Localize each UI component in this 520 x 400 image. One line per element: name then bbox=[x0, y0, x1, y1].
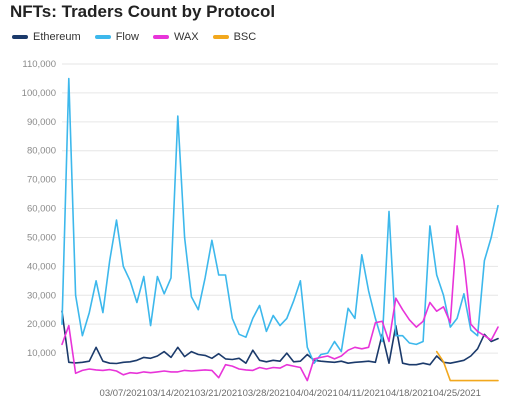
series-line-wax bbox=[61, 225, 499, 382]
legend-label: Ethereum bbox=[33, 31, 81, 43]
legend-item-wax[interactable]: WAX bbox=[152, 31, 199, 43]
legend-swatch bbox=[12, 35, 28, 39]
legend-label: Flow bbox=[115, 31, 139, 43]
x-tick-label: 03/21/2021 bbox=[195, 388, 243, 399]
y-tick-label: 100,000 bbox=[22, 88, 56, 99]
x-tick-label: 04/11/2021 bbox=[338, 388, 385, 399]
series-line-flow bbox=[61, 77, 499, 364]
chart-title: NFTs: Traders Count by Protocol bbox=[10, 2, 276, 21]
legend-item-bsc[interactable]: BSC bbox=[212, 31, 257, 43]
x-tick-label: 04/18/2021 bbox=[386, 388, 434, 399]
legend-swatch bbox=[94, 35, 111, 39]
y-tick-label: 60,000 bbox=[27, 204, 56, 215]
series-line-ethereum bbox=[61, 310, 499, 366]
legend-swatch bbox=[152, 35, 169, 39]
legend-item-flow[interactable]: Flow bbox=[94, 31, 139, 43]
legend-label: WAX bbox=[173, 31, 199, 43]
y-tick-label: 50,000 bbox=[27, 232, 56, 243]
y-tick-label: 90,000 bbox=[27, 117, 56, 128]
y-tick-label: 40,000 bbox=[27, 261, 56, 272]
legend-swatch bbox=[212, 35, 229, 39]
x-tick-label: 03/28/2021 bbox=[243, 388, 291, 399]
x-tick-label: 03/14/2021 bbox=[147, 388, 195, 399]
y-tick-label: 10,000 bbox=[27, 348, 56, 359]
x-tick-label: 04/25/2021 bbox=[433, 388, 481, 399]
chart-legend: Ethereum Flow WAX BSC bbox=[12, 31, 270, 43]
x-tick-label: 04/04/2021 bbox=[290, 388, 338, 399]
series-line-bsc bbox=[435, 350, 499, 382]
y-tick-label: 110,000 bbox=[22, 59, 56, 70]
legend-label: BSC bbox=[233, 31, 257, 43]
y-tick-label: 20,000 bbox=[27, 319, 56, 330]
y-tick-label: 30,000 bbox=[27, 290, 56, 301]
y-tick-label: 80,000 bbox=[27, 146, 56, 157]
y-tick-label: 70,000 bbox=[27, 175, 56, 186]
legend-item-ethereum[interactable]: Ethereum bbox=[12, 31, 81, 43]
x-tick-label: 03/07/2021 bbox=[100, 388, 148, 399]
